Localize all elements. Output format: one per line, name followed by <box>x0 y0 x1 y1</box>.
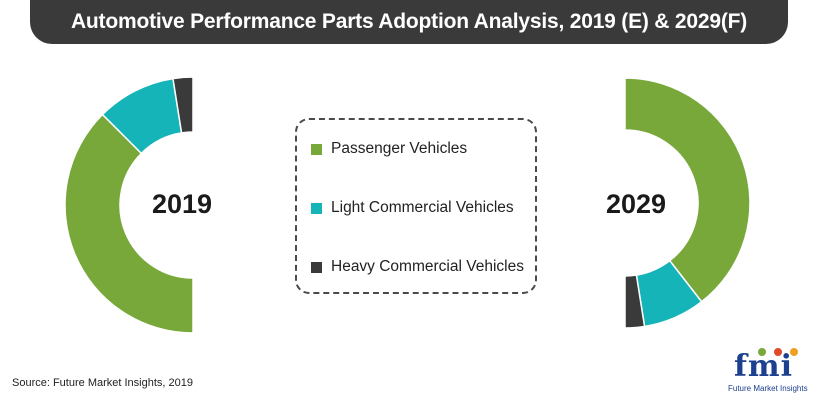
legend-label-light: Light Commercial Vehicles <box>331 199 514 216</box>
donut-2019 <box>64 76 194 334</box>
legend-swatch-heavy <box>311 261 322 273</box>
donut-2029 <box>624 77 751 329</box>
slice-2029-passenger <box>624 77 751 303</box>
legend-label-passenger: Passenger Vehicles <box>331 140 468 157</box>
fmi-logo: fmi Future Market Insights <box>728 346 812 396</box>
center-label-2029: 2029 <box>606 189 666 219</box>
legend-label-heavy: Heavy Commercial Vehicles <box>331 258 524 275</box>
title-bar: Automotive Performance Parts Adoption An… <box>30 0 788 44</box>
logo-dot-orange <box>790 348 798 356</box>
legend-item-heavy: Heavy Commercial Vehicles <box>311 258 524 276</box>
logo-text: Future Market Insights <box>728 384 808 393</box>
legend-swatch-passenger <box>311 143 322 155</box>
center-label-2019: 2019 <box>152 189 212 219</box>
slice-2019-heavy <box>172 76 194 134</box>
slice-2019-passenger <box>64 113 194 334</box>
source-note: Source: Future Market Insights, 2019 <box>12 377 193 389</box>
logo-dot-green <box>758 348 766 356</box>
legend: Passenger Vehicles Light Commercial Vehi… <box>295 118 537 294</box>
chart-title: Automotive Performance Parts Adoption An… <box>70 10 748 33</box>
legend-swatch-light <box>311 202 322 214</box>
legend-item-light: Light Commercial Vehicles <box>311 199 514 217</box>
logo-letters: fmi <box>734 349 794 384</box>
logo-dot-red <box>774 348 782 356</box>
legend-item-passenger: Passenger Vehicles <box>311 140 467 158</box>
slice-2029-heavy <box>624 274 646 329</box>
